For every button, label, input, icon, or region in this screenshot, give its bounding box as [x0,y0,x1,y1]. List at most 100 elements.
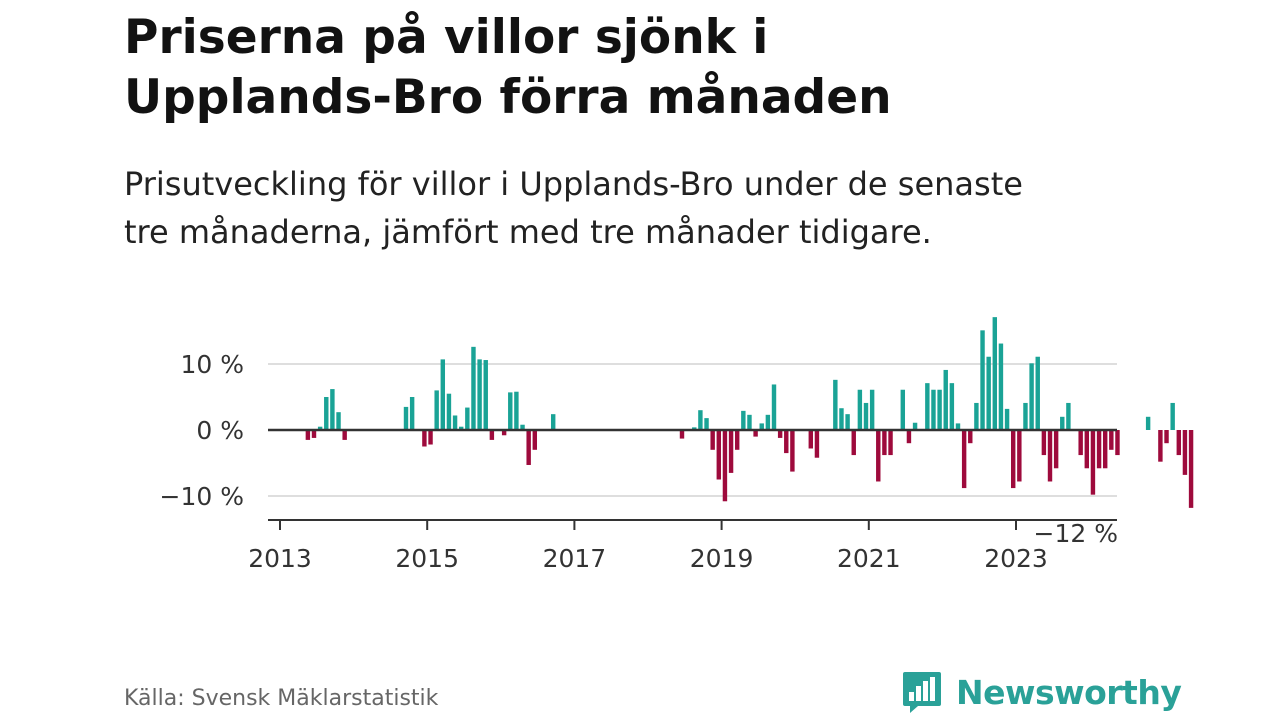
grid-layer [268,363,1117,497]
bar-positive [1066,402,1071,430]
bar-positive [833,379,838,430]
bar-negative [501,430,507,436]
bar-negative [526,430,531,465]
bar-negative [1017,430,1022,482]
bar-positive [992,317,998,430]
last-value-label: −12 % [1034,519,1118,548]
bar-positive [869,389,875,430]
bar-positive [440,359,446,430]
bar-negative [1109,430,1114,450]
bar-negative [876,430,881,482]
bar-positive [998,343,1004,430]
bar-negative [1115,430,1120,456]
bar-negative [1010,430,1016,489]
title-line-2: Upplands-Bro förra månaden [124,70,892,125]
bar-negative [968,430,973,444]
bar-positive [336,412,341,430]
bar-positive [692,427,697,430]
bar-positive [986,356,991,430]
bar-positive [1004,408,1010,430]
bar-positive [483,360,488,430]
bar-positive [458,426,464,430]
bar-positive [477,359,482,430]
bar-negative [311,430,317,438]
bar-positive [550,414,556,430]
bar-negative [1047,430,1053,482]
bar-negative [716,430,722,480]
axis-layer: 10 % 0 % −10 % 2013 2015 2017 2019 2021 2023−12 … [160,350,1118,573]
bar-positive [1145,416,1151,430]
bar-negative [710,430,715,450]
bar-positive [980,330,985,430]
bar-positive [741,410,746,430]
bar-negative [882,430,887,456]
bar-negative [722,430,728,502]
x-tick-label: 2021 [837,544,901,573]
y-tick-label: −10 % [160,482,244,511]
bar-positive [330,389,335,430]
bar-negative [851,430,856,456]
subtitle-line-2: tre månaderna, jämfört med tre månader t… [124,213,932,251]
bar-positive [974,402,979,430]
title-line-1: Priserna på villor sjönk i [124,10,769,65]
bar-negative [808,430,814,449]
x-tick-label: 2019 [690,544,754,573]
bar-negative [790,430,795,472]
bar-positive [698,410,703,430]
bar-positive [465,407,470,430]
bar-positive [520,424,525,430]
bar-negative [888,430,893,456]
bar-positive [912,422,918,430]
bar-positive [857,389,863,430]
bar-positive [434,390,439,430]
bar-negative [1041,430,1047,456]
bar-negative [1053,430,1059,469]
bar-negative [1158,430,1163,462]
bar-positive [771,384,777,430]
bar-positive [943,369,948,430]
bar-negative [342,430,347,440]
bar-negative [1102,430,1108,469]
bar-negative [1096,430,1102,469]
bar-positive [1035,356,1040,430]
chart-subtitle: Prisutveckling för villor i Upplands-Bro… [124,160,1184,256]
bar-positive [1023,402,1028,430]
bar-positive [747,414,752,430]
brand-logo: Newsworthy [902,670,1182,714]
bar-negative [1182,430,1188,475]
bar-positive [931,389,936,430]
bar-positive [1170,402,1175,430]
bar-negative [1164,430,1169,444]
bar-negative [1090,430,1096,495]
bar-positive [759,423,764,430]
bar-positive [409,397,415,430]
bar-positive [514,391,519,430]
chart-title: Priserna på villor sjönk i Upplands-Bro … [124,8,1164,128]
bar-positive [1060,416,1065,430]
bar-negative [1176,430,1182,456]
bar-negative [753,430,758,437]
bar-chart: 10 % 0 % −10 % 2013 2015 2017 2019 2021 2023−12 … [160,317,1194,573]
bar-positive [925,383,930,430]
bar-negative [734,430,740,450]
bar-positive [403,406,409,430]
bar-layer [305,317,1194,508]
bar-positive [452,415,458,430]
bar-negative [728,430,734,473]
bar-positive [508,392,513,430]
bar-negative [906,430,912,444]
bar-positive [863,402,869,430]
subtitle-line-1: Prisutveckling för villor i Upplands-Bro… [124,165,1023,203]
bar-negative [422,430,427,447]
bar-positive [324,397,329,430]
bar-positive [839,408,844,430]
bar-positive [471,346,476,430]
x-tick-label: 2013 [248,544,312,573]
bar-positive [955,423,961,430]
y-tick-label: 10 % [180,350,244,379]
newsworthy-logo-icon [903,672,941,713]
bar-positive [446,393,452,430]
source-note: Källa: Svensk Mäklarstatistik [124,686,439,711]
bar-negative [784,430,789,454]
bar-positive [317,426,323,430]
